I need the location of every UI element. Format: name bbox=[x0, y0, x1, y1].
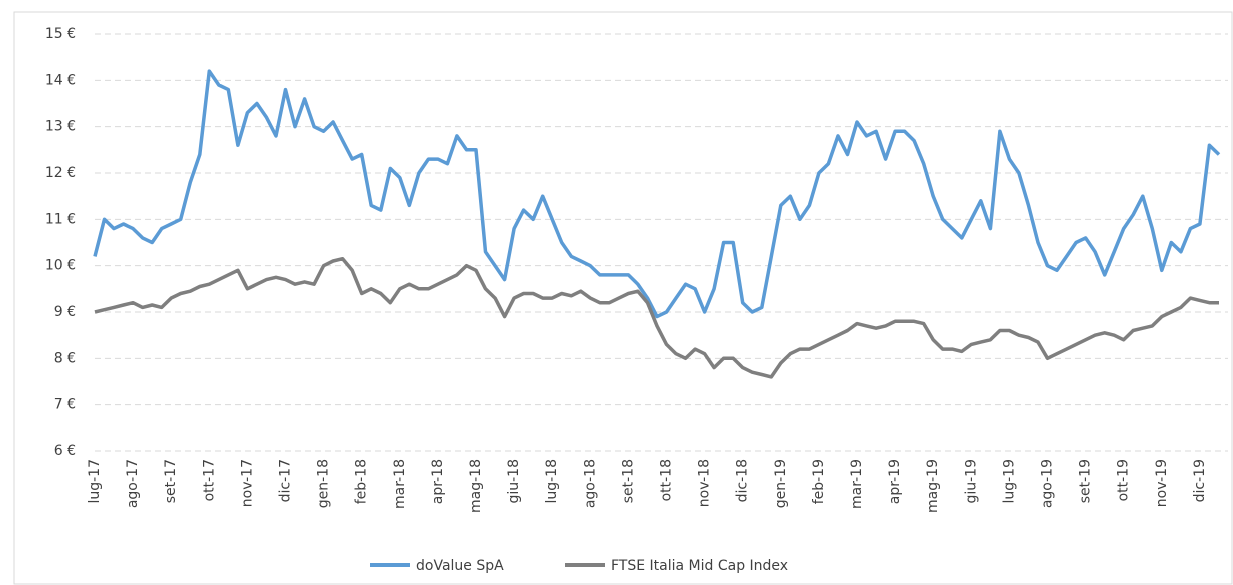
x-tick-label: feb-18 bbox=[354, 459, 370, 504]
x-tick-label: apr-19 bbox=[887, 459, 903, 504]
x-tick-label: gen-19 bbox=[773, 459, 789, 508]
x-tick-label: ott-19 bbox=[1116, 459, 1132, 501]
y-tick-label: 12 € bbox=[45, 165, 76, 181]
x-tick-label: ott-18 bbox=[659, 459, 675, 501]
series-line bbox=[93, 69, 1221, 319]
y-tick-label: 11 € bbox=[45, 211, 76, 227]
y-tick-label: 15 € bbox=[45, 26, 76, 42]
legend-label: doValue SpA bbox=[416, 558, 504, 574]
x-tick-label: feb-19 bbox=[811, 459, 827, 504]
y-tick-label: 7 € bbox=[54, 397, 76, 413]
x-tick-label: set-17 bbox=[163, 459, 179, 503]
series-line bbox=[94, 256, 1219, 379]
x-tick-label: ago-17 bbox=[125, 459, 141, 508]
x-tick-label: gen-18 bbox=[316, 459, 332, 508]
x-tick-label: apr-18 bbox=[430, 459, 446, 504]
x-tick-label: nov-19 bbox=[1154, 459, 1170, 507]
x-tick-label: mar-18 bbox=[392, 459, 408, 509]
x-tick-label: ott-17 bbox=[201, 459, 217, 501]
y-tick-label: 14 € bbox=[45, 72, 76, 88]
x-tick-label: ago-19 bbox=[1040, 459, 1056, 508]
x-tick-label: lug-19 bbox=[1001, 459, 1017, 504]
x-tick-label: ago-18 bbox=[582, 459, 598, 508]
y-tick-label: 13 € bbox=[45, 119, 76, 135]
y-tick-label: 9 € bbox=[54, 304, 76, 320]
x-tick-label: dic-18 bbox=[735, 459, 751, 502]
x-tick-label: dic-17 bbox=[278, 459, 294, 502]
x-tick-label: lug-17 bbox=[87, 459, 103, 504]
x-tick-label: nov-17 bbox=[239, 459, 255, 507]
x-tick-label: giu-19 bbox=[963, 459, 979, 504]
x-tick-label: lug-18 bbox=[544, 459, 560, 504]
y-tick-label: 10 € bbox=[45, 258, 76, 274]
x-tick-label: mag-19 bbox=[925, 459, 941, 513]
legend-label: FTSE Italia Mid Cap Index bbox=[611, 558, 788, 574]
x-tick-label: mar-19 bbox=[849, 459, 865, 509]
chart-frame bbox=[13, 11, 1233, 585]
x-tick-label: nov-18 bbox=[697, 459, 713, 507]
x-tick-label: mag-18 bbox=[468, 459, 484, 513]
y-tick-label: 6 € bbox=[54, 443, 76, 459]
x-tick-label: set-18 bbox=[620, 459, 636, 503]
x-tick-label: set-19 bbox=[1078, 459, 1094, 503]
y-tick-label: 8 € bbox=[54, 350, 76, 366]
x-tick-label: dic-19 bbox=[1192, 459, 1208, 502]
x-tick-label: giu-18 bbox=[506, 459, 522, 504]
